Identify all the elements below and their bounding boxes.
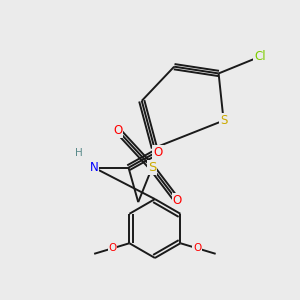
Text: O: O: [173, 194, 182, 207]
Text: O: O: [193, 243, 202, 253]
Text: O: O: [153, 146, 163, 159]
Text: O: O: [108, 243, 117, 253]
Text: O: O: [113, 124, 122, 137]
Text: S: S: [148, 161, 156, 174]
Text: S: S: [220, 114, 227, 127]
Text: Cl: Cl: [254, 50, 266, 63]
Text: H: H: [76, 148, 83, 158]
Text: N: N: [90, 161, 98, 174]
